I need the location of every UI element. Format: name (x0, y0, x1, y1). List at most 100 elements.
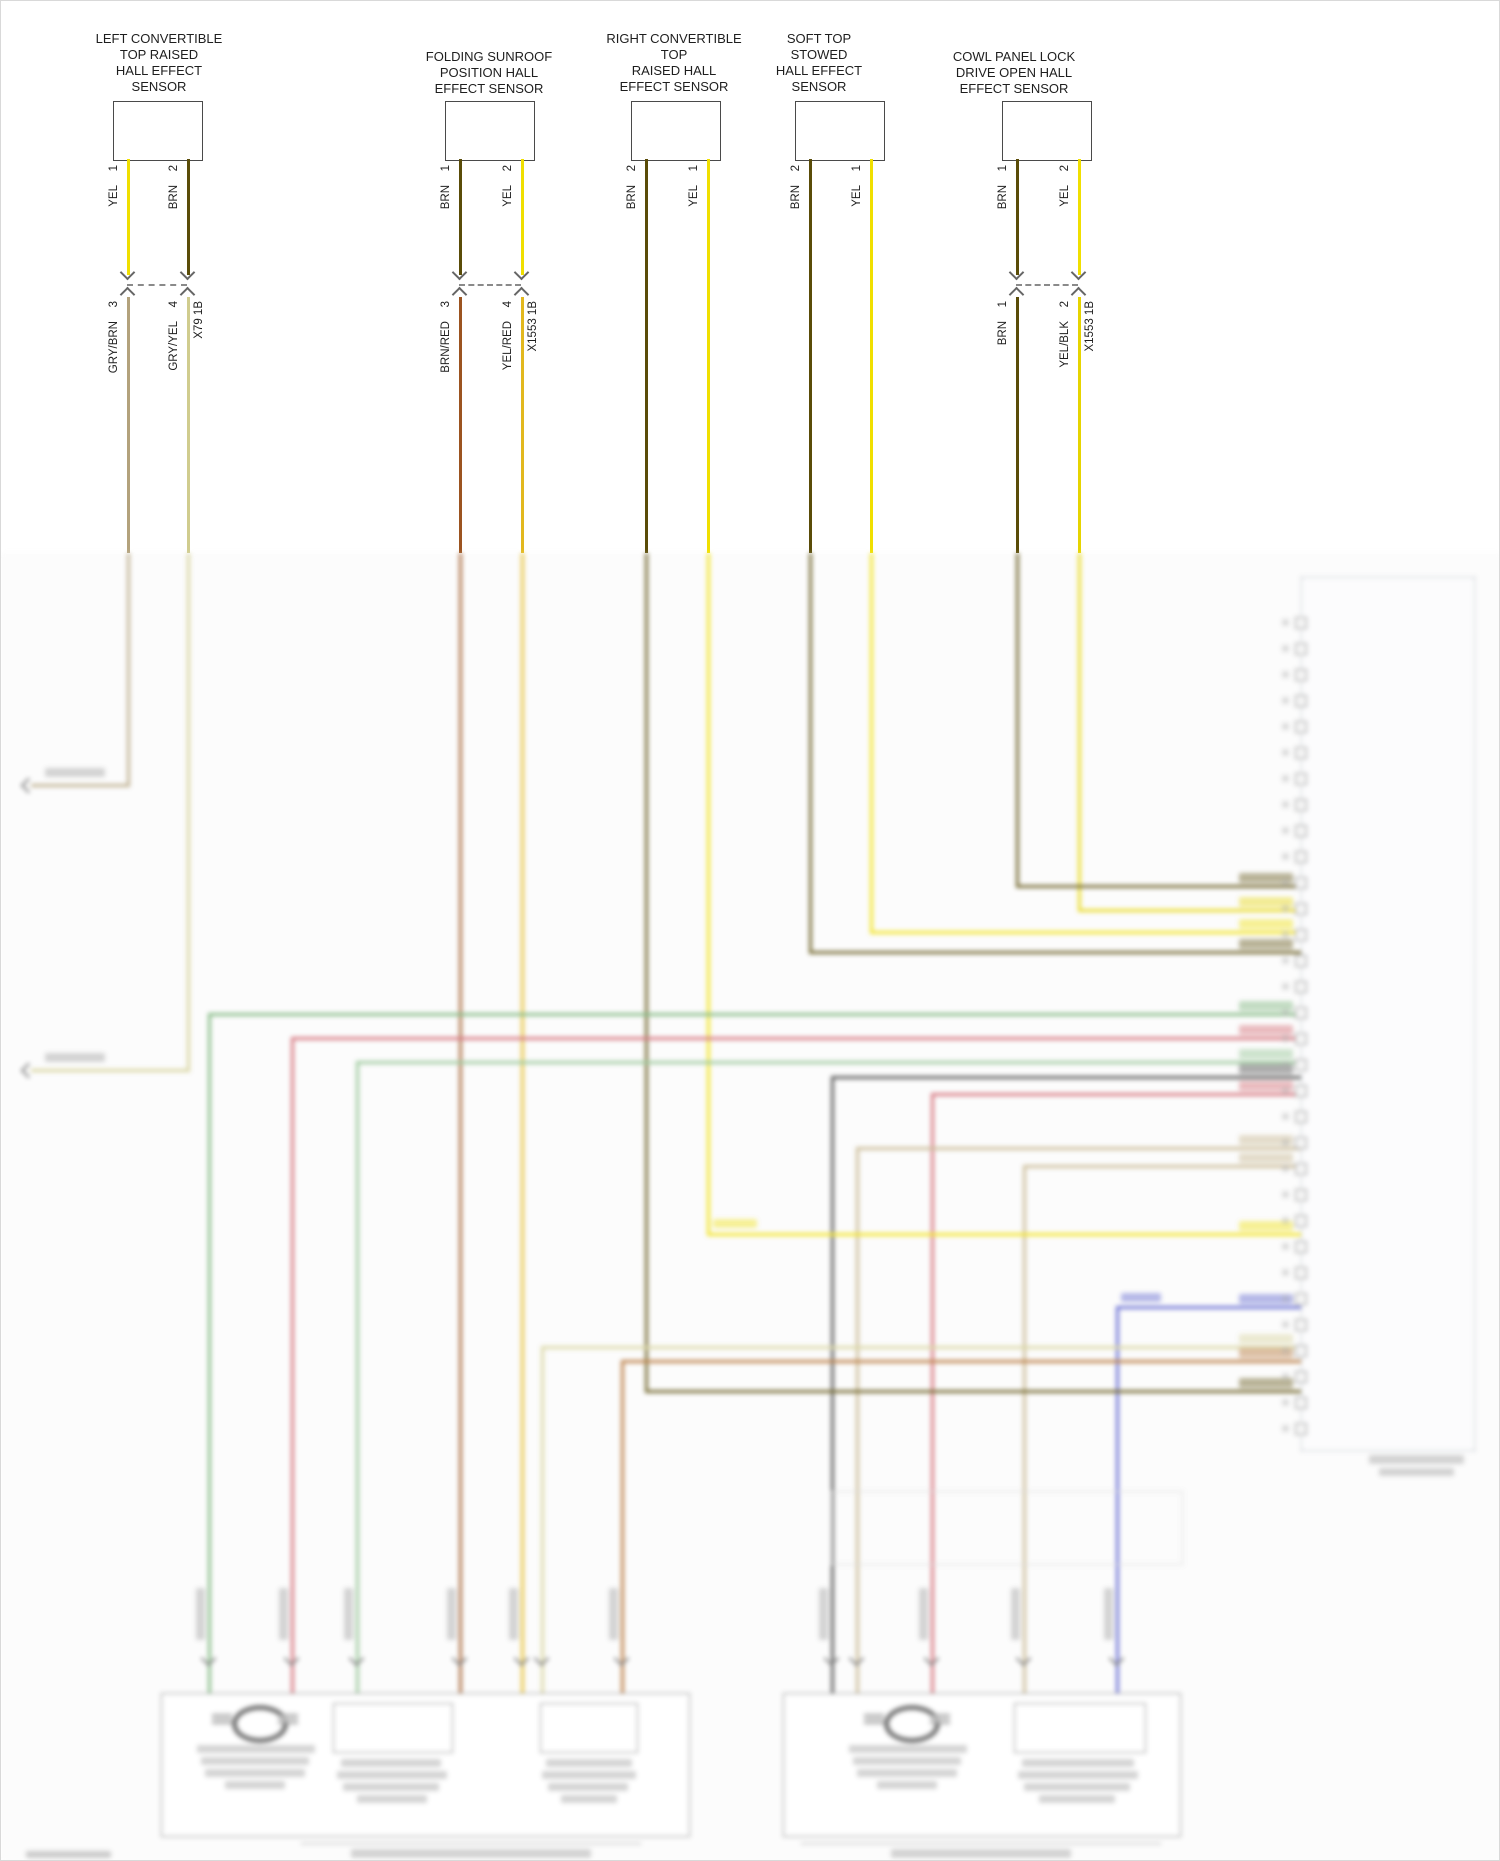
inline-connector (127, 284, 187, 286)
brand-logo-wing (212, 1714, 232, 1724)
group-bracket (801, 1843, 1161, 1844)
wire (856, 1147, 859, 1693)
blurred-text (891, 1849, 1071, 1858)
sensor-box (795, 101, 885, 161)
sensor-title: FOLDING SUNROOF POSITION HALL EFFECT SEN… (425, 49, 553, 96)
blurred-text (344, 1588, 353, 1640)
blurred-text (1239, 873, 1293, 883)
pin-number: 3 (440, 301, 452, 308)
connector-mark-icon (513, 264, 530, 281)
blurred-text (1022, 1759, 1134, 1767)
blurred-text (279, 1588, 288, 1640)
blurred-pin-number (1282, 1243, 1289, 1250)
wire-color-label: BRN (790, 185, 802, 210)
connector-mark-icon (451, 264, 468, 281)
blurred-text (1239, 897, 1293, 907)
blurred-region (1, 553, 1499, 1860)
blurred-text (1239, 1001, 1293, 1011)
connector-mark-icon (179, 264, 196, 281)
connector-mark-icon (200, 1650, 217, 1667)
wire (521, 553, 524, 1693)
wire (127, 159, 130, 275)
blurred-pin-number (1282, 957, 1289, 964)
wire (1078, 297, 1081, 553)
wire (870, 553, 873, 934)
blurred-text (45, 1053, 105, 1062)
wire (1016, 885, 1301, 888)
wire (645, 1390, 1301, 1393)
brand-logo (232, 1705, 288, 1743)
blurred-pin-number (1282, 775, 1289, 782)
blurred-text (1024, 1783, 1130, 1791)
pin-number: 1 (440, 165, 452, 172)
blurred-text (546, 1759, 632, 1767)
blurred-text (1239, 1049, 1293, 1059)
blurred-text (196, 1588, 205, 1640)
wire (1116, 1306, 1119, 1693)
wire (291, 1037, 1301, 1040)
wire (1116, 1306, 1301, 1309)
wire (645, 159, 648, 553)
blurred-pin-number (1282, 645, 1289, 652)
wire (31, 1069, 187, 1072)
wire (187, 297, 190, 553)
blurred-text (337, 1771, 447, 1779)
blurred-text (1239, 939, 1293, 949)
brand-logo-wing (930, 1714, 950, 1724)
wire (31, 784, 127, 787)
connector-id-label: X1553 1B (1084, 301, 1096, 352)
connector-mark-icon (1070, 264, 1087, 281)
pin-number: 1 (108, 165, 120, 172)
pin-number: 2 (626, 165, 638, 172)
blurred-text (509, 1588, 518, 1640)
wire (459, 553, 462, 1693)
blurred-text (877, 1781, 937, 1789)
wire (208, 1013, 1301, 1016)
blurred-text (819, 1588, 828, 1640)
wire-color-label: YEL (688, 185, 700, 207)
connector-id-label: X79 1B (193, 301, 205, 339)
wire (1016, 159, 1019, 275)
pin-number: 1 (997, 301, 1009, 308)
pin-number: 3 (108, 301, 120, 308)
sensor-title: LEFT CONVERTIBLE TOP RAISED HALL EFFECT … (95, 31, 223, 94)
wire (127, 297, 130, 553)
wire-color-label: YEL (851, 185, 863, 207)
module-sub-box (540, 1703, 638, 1753)
wire-color-label: GRY/BRN (108, 321, 120, 374)
wire (521, 297, 524, 553)
blurred-text (1369, 1455, 1464, 1464)
sensor-box (445, 101, 535, 161)
blurred-text (343, 1783, 439, 1791)
wire (1078, 553, 1081, 912)
blurred-pin-number (1282, 983, 1289, 990)
connector-mark-icon (20, 777, 37, 794)
blurred-text (1239, 1153, 1293, 1163)
wire (356, 1061, 359, 1693)
control-module-connector (1301, 577, 1475, 1451)
wire-color-label: YEL (1059, 185, 1071, 207)
wire (831, 1076, 1301, 1079)
blurred-text (1018, 1771, 1138, 1779)
blurred-pin-number (1282, 723, 1289, 730)
module-sub-box (1014, 1703, 1146, 1753)
blurred-pin-number (1282, 1321, 1289, 1328)
wire (707, 1233, 1301, 1236)
blurred-text (1104, 1588, 1113, 1640)
blurred-text (542, 1771, 636, 1779)
wire (521, 159, 524, 275)
wire (870, 159, 873, 553)
wire (931, 1093, 934, 1693)
blurred-text (1239, 1348, 1293, 1358)
module-sub-box (333, 1703, 453, 1753)
blurred-text (1239, 1135, 1293, 1145)
connector-mark-icon (923, 1650, 940, 1667)
wire (621, 1360, 1301, 1363)
wire-color-label: BRN (440, 185, 452, 210)
brand-logo-wing (278, 1714, 298, 1724)
wire-color-label: BRN (997, 321, 1009, 346)
wire-color-label: YEL (108, 185, 120, 207)
connector-mark-icon (20, 1062, 37, 1079)
wire (870, 931, 1301, 934)
